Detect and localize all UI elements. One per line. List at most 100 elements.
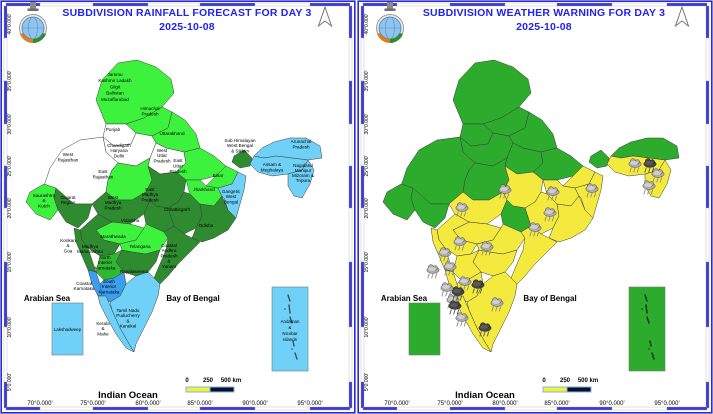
svg-text:Marathwada: Marathwada: [100, 234, 126, 239]
lon-tick-label: 95°0.000': [654, 401, 679, 407]
svg-text:&: &: [42, 198, 45, 203]
thunderstorm-icon: [438, 247, 452, 262]
telangana-label: Telangana: [129, 244, 151, 249]
svg-text:Chandigarh: Chandigarh: [107, 143, 131, 148]
scale-250: 250: [203, 378, 214, 384]
svg-text:West: West: [226, 194, 237, 199]
weather-warning-title: SUBDIVISION WEATHER WARNING FOR DAY 3 20…: [411, 7, 677, 34]
arunachal-pradesh-region: [253, 137, 323, 161]
indian-ocean-label: Indian Ocean: [455, 390, 515, 401]
rainfall-forecast-title: SUBDIVISION RAINFALL FORECAST FOR DAY 3 …: [54, 7, 320, 34]
lon-tick-label: 75°0.000': [437, 401, 462, 407]
title-date: 2025-10-08: [516, 20, 572, 33]
thunderstorm-icon: [490, 297, 504, 312]
odisha-region: [548, 195, 594, 243]
rainfall-forecast-panel: SUBDIVISION RAINFALL FORECAST FOR DAY 3 …: [0, 0, 356, 414]
lat-tick-label: 15°0.000': [7, 251, 13, 272]
svg-text:Jammu: Jammu: [107, 72, 123, 77]
vidarbha-label: Vidarbha: [121, 218, 140, 223]
svg-text:&: &: [66, 243, 69, 248]
svg-text:East: East: [173, 158, 183, 163]
heavy-rain-icon: [471, 279, 485, 294]
konkan-goa-region: [73, 227, 97, 273]
svg-text:Uttar: Uttar: [157, 153, 167, 158]
lon-tick-label: 85°0.000': [187, 401, 212, 407]
warning-icons: [426, 158, 665, 337]
svg-text:East: East: [145, 187, 155, 192]
svg-text:North: North: [99, 255, 111, 260]
lon-tick-label: 85°0.000': [544, 401, 569, 407]
lat-tick-label: 35°0.000': [364, 70, 370, 91]
svg-text:Madhya: Madhya: [105, 200, 122, 205]
tamil-nadu-puducherry-karaikal-region: [466, 271, 518, 353]
svg-text:Uttarakhand: Uttarakhand: [159, 131, 184, 136]
thunderstorm-icon: [642, 180, 656, 195]
lat-tick-label: 15°0.000': [364, 251, 370, 272]
north-arrow-icon: [674, 5, 690, 28]
svg-text:Puducherry: Puducherry: [116, 313, 140, 318]
thunderstorm-icon: [528, 222, 542, 237]
svg-text:Islands: Islands: [283, 337, 298, 342]
scale-0: 0: [185, 378, 189, 384]
svg-text:Pradesh: Pradesh: [153, 158, 171, 163]
kerala-mahe-label: Kerala&Mahe: [96, 321, 110, 336]
svg-text:Jharkhand: Jharkhand: [193, 187, 215, 192]
title-date: 2025-10-08: [159, 20, 215, 33]
punjab-label: Punjab: [106, 127, 121, 132]
lon-tick-label: 90°0.000': [242, 401, 267, 407]
assam-meghalaya-label: Assam &Meghalaya: [261, 162, 284, 172]
svg-text:Gujarat: Gujarat: [60, 195, 76, 200]
lon-tick-label: 75°0.000': [80, 401, 105, 407]
svg-text:Interior: Interior: [98, 260, 113, 265]
scale-bar: 0 250 500 km: [542, 378, 598, 393]
svg-text:Bihar: Bihar: [213, 173, 224, 178]
bihar-label: Bihar: [213, 173, 224, 178]
marathwada-label: Marathwada: [100, 234, 126, 239]
svg-text:West: West: [157, 148, 168, 153]
lon-tick-label: 90°0.000': [599, 401, 624, 407]
sub-himalayan-west-bengal-sikkim-region: [588, 149, 610, 169]
thunderstorm-icon: [455, 202, 469, 217]
svg-text:Kutch: Kutch: [38, 203, 50, 208]
lat-tick-label: 25°0.000': [364, 155, 370, 176]
svg-text:West Bengal: West Bengal: [227, 143, 253, 148]
svg-text:Arunachal: Arunachal: [291, 139, 312, 144]
svg-text:Andaman: Andaman: [281, 319, 300, 324]
lat-tick-label: 40°0.000': [364, 13, 370, 34]
weather-warning-panel: SUBDIVISION WEATHER WARNING FOR DAY 3 20…: [357, 0, 713, 414]
lat-tick-label: 5°0.000': [7, 373, 13, 391]
svg-text:West: West: [63, 152, 74, 157]
svg-text:Karnataka: Karnataka: [95, 265, 116, 270]
svg-text:Karaikal: Karaikal: [120, 324, 137, 329]
svg-text:Himachal: Himachal: [140, 106, 159, 111]
svg-text:Muzaffarabad: Muzaffarabad: [101, 97, 129, 102]
heavy-rain-icon: [451, 286, 465, 301]
svg-text:& Sikkim: & Sikkim: [231, 148, 249, 153]
svg-text:Gangetic: Gangetic: [222, 189, 241, 194]
odisha-label: Odisha: [199, 223, 214, 228]
india-subdivisions: [25, 59, 323, 353]
svg-text:Coastal: Coastal: [76, 281, 92, 286]
lat-tick-label: 30°0.000': [364, 113, 370, 134]
lat-tick-label: 10°0.000': [7, 316, 13, 337]
svg-text:Pradesh: Pradesh: [169, 169, 187, 174]
svg-text:Nicobar: Nicobar: [282, 331, 298, 336]
svg-text:Region: Region: [61, 200, 76, 205]
lat-tick-label: 35°0.000': [7, 70, 13, 91]
coastal-andhra-pradesh-yanam-region: [510, 225, 558, 285]
svg-text:Meghalaya: Meghalaya: [261, 167, 284, 172]
svg-text:Uttar: Uttar: [173, 163, 183, 168]
north-arrow-icon: [317, 5, 333, 28]
